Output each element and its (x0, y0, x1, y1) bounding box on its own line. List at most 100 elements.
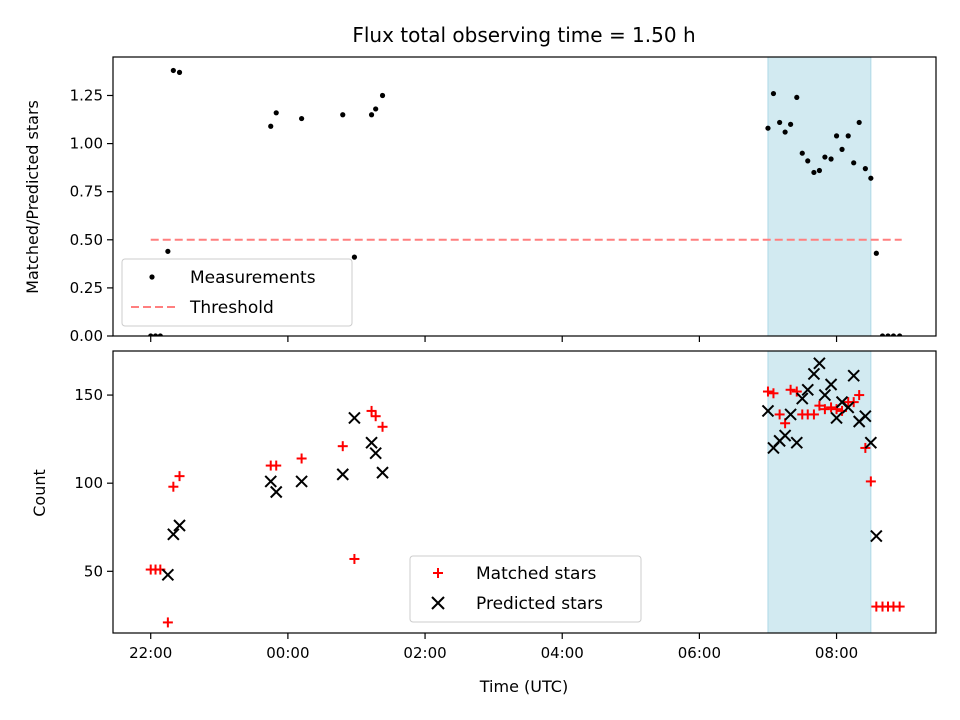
shaded-region (767, 350, 872, 634)
point-predicted-star (161, 568, 175, 582)
legend-box (409, 555, 642, 623)
point-matched-star (271, 460, 282, 471)
point-measurement (885, 333, 891, 336)
y-tick-label: 0.00 (70, 327, 103, 345)
point-predicted-star (870, 529, 883, 543)
data-points (145, 357, 905, 628)
legend-label-predicted: Predicted stars (476, 594, 603, 614)
point-predicted-star (830, 411, 843, 425)
point-matched-star (377, 421, 388, 432)
y-tick-label: 1.25 (70, 86, 103, 104)
point-predicted-star (270, 485, 283, 499)
y-tick-label: 100 (74, 474, 103, 492)
point-measurement (828, 156, 834, 162)
point-matched-star (162, 617, 173, 628)
x-axis-label: Time (UTC) (479, 677, 568, 696)
point-predicted-star (847, 369, 860, 382)
y-tick-label: 0.50 (70, 231, 103, 249)
plot-frame (112, 56, 937, 337)
point-predicted-star (376, 466, 389, 479)
point-measurement (811, 169, 817, 176)
point-measurement (170, 67, 176, 74)
point-measurement (868, 175, 874, 181)
point-matched-star (370, 411, 381, 422)
point-predicted-star (824, 378, 838, 391)
x-tick-label: 22:00 (129, 644, 172, 662)
y-tick-label: 0.75 (70, 183, 103, 201)
point-predicted-star (761, 404, 775, 418)
point-measurement (833, 133, 840, 139)
point-predicted-star (864, 436, 878, 449)
point-matched-star (768, 388, 779, 399)
point-matched-star (865, 476, 876, 487)
point-measurement (351, 254, 358, 260)
legend-marker-measurements (149, 274, 155, 280)
point-measurement (873, 250, 879, 256)
data-points (148, 67, 903, 336)
point-predicted-star (818, 388, 832, 402)
legend-label-matched: Matched stars (476, 564, 596, 584)
point-predicted-star (813, 357, 826, 370)
point-measurement (839, 146, 845, 152)
panel-bottom: 50 100 150 22:00 00:00 02:00 04:00 06:00 08:00 Ma… (74, 350, 937, 662)
legend-top: Measurements Threshold (121, 258, 353, 327)
point-matched-star (174, 471, 185, 482)
y-tick-label: 1.00 (70, 135, 103, 153)
point-matched-star (168, 481, 179, 492)
x-tick-label: 00:00 (266, 644, 309, 662)
point-predicted-star (778, 429, 792, 442)
legend-label-threshold: Threshold (189, 298, 274, 318)
y-axis-label-bottom: Count (30, 469, 49, 517)
point-matched-star (814, 400, 825, 411)
point-predicted-star (295, 475, 308, 488)
point-measurement (856, 119, 862, 126)
point-predicted-star (264, 475, 277, 488)
point-predicted-star (369, 447, 382, 460)
panel-top: 0.00 0.25 0.50 0.75 1.00 1.25 Measurements Thre… (70, 56, 937, 345)
point-predicted-star (167, 528, 180, 541)
point-measurement (897, 333, 903, 336)
legend-label-measurements: Measurements (190, 268, 316, 288)
point-measurement (368, 112, 375, 118)
point-matched-star (366, 405, 377, 416)
point-measurement (782, 129, 788, 135)
shaded-region (767, 56, 872, 337)
point-measurement (148, 333, 154, 336)
point-measurement (794, 94, 800, 101)
point-measurement (862, 166, 868, 172)
point-predicted-star (807, 367, 821, 381)
point-predicted-star (348, 411, 361, 425)
point-predicted-star (336, 468, 349, 481)
point-matched-star (819, 404, 830, 415)
point-predicted-star (784, 408, 797, 421)
legend-marker-predicted (431, 596, 445, 610)
point-measurement (879, 333, 886, 336)
point-measurement (805, 158, 811, 164)
point-predicted-star (173, 519, 186, 532)
point-predicted-star (842, 401, 855, 414)
y-axis-label-top: Matched/Predicted stars (23, 100, 42, 294)
point-predicted-star (796, 392, 809, 405)
point-measurement (822, 154, 828, 160)
chart-title: Flux total observing time = 1.50 h (352, 23, 695, 47)
point-matched-star (337, 441, 348, 452)
point-matched-star (349, 553, 360, 564)
point-matched-star (785, 384, 796, 395)
point-measurement (152, 333, 159, 336)
point-measurement (268, 123, 274, 129)
point-predicted-star (801, 383, 814, 396)
point-measurement (157, 333, 163, 336)
point-measurement (176, 69, 183, 75)
y-tick-label: 150 (74, 386, 103, 404)
point-predicted-star (859, 410, 872, 423)
point-measurement (165, 248, 171, 254)
point-measurement (379, 92, 386, 99)
point-measurement (373, 106, 379, 112)
x-tick-label: 02:00 (403, 644, 446, 662)
point-matched-star (826, 402, 837, 413)
point-measurement (340, 112, 346, 118)
point-matched-star (296, 453, 307, 464)
x-tick-label: 06:00 (678, 644, 721, 662)
point-predicted-star (365, 436, 378, 449)
